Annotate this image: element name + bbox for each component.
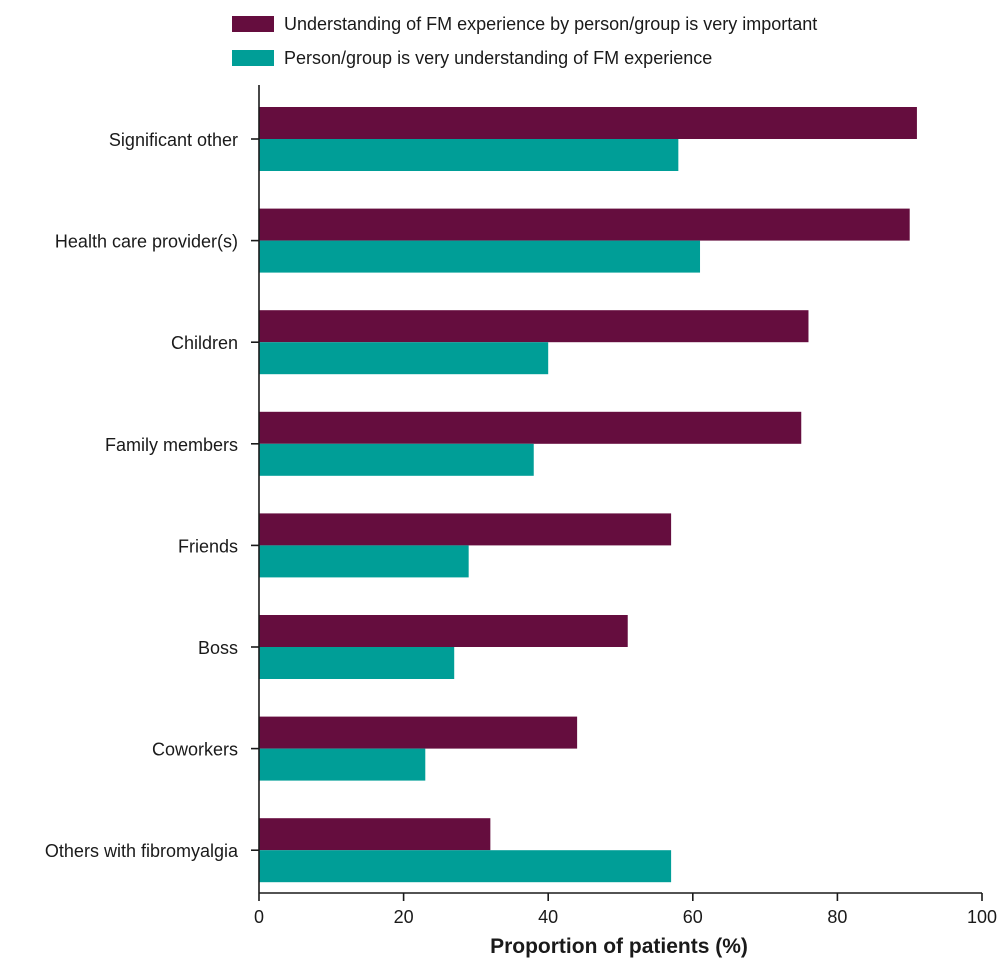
x-tick-label: 0 — [254, 907, 264, 927]
legend-swatch-understanding — [232, 50, 274, 66]
x-tick-label: 20 — [394, 907, 414, 927]
y-tick-label: Others with fibromyalgia — [45, 841, 239, 861]
bar-understanding — [259, 443, 534, 476]
bar-important — [259, 208, 910, 241]
legend-label-understanding: Person/group is very understanding of FM… — [284, 47, 713, 68]
bar-important — [259, 411, 802, 444]
y-tick-label: Boss — [198, 638, 238, 658]
bar-understanding — [259, 139, 679, 171]
bar-important — [259, 615, 628, 647]
legend-item-understanding: Person/group is very understanding of FM… — [232, 48, 712, 68]
x-axis: 0 20 40 60 80 100 — [254, 892, 997, 927]
bar-understanding — [259, 342, 549, 375]
x-axis-label: Proportion of patients (%) — [490, 935, 748, 958]
y-tick-label: Health care provider(s) — [55, 232, 238, 252]
x-tick-label: 40 — [538, 907, 558, 927]
bar-important — [259, 818, 491, 851]
bar-important — [259, 107, 917, 139]
y-tick-label: Family members — [105, 435, 238, 455]
bar-understanding — [259, 850, 672, 883]
bar-important — [259, 716, 578, 749]
y-tick-label: Coworkers — [152, 740, 238, 760]
bars-group — [259, 107, 917, 883]
bar-understanding — [259, 240, 701, 273]
legend-swatch-important — [232, 16, 274, 32]
y-tick-label: Children — [171, 333, 238, 353]
x-tick-label: 60 — [683, 907, 703, 927]
bar-important — [259, 310, 809, 343]
bar-understanding — [259, 545, 469, 578]
bar-important — [259, 513, 672, 546]
y-tick-label: Significant other — [109, 130, 238, 150]
y-tick-label: Friends — [178, 536, 238, 556]
legend-label-important: Understanding of FM experience by person… — [284, 13, 818, 34]
bar-understanding — [259, 647, 455, 679]
y-axis: Significant other Health care provider(s)… — [45, 85, 260, 893]
bar-understanding — [259, 748, 426, 781]
legend-item-important: Understanding of FM experience by person… — [232, 14, 817, 34]
x-tick-label: 100 — [967, 907, 997, 927]
x-tick-label: 80 — [827, 907, 847, 927]
